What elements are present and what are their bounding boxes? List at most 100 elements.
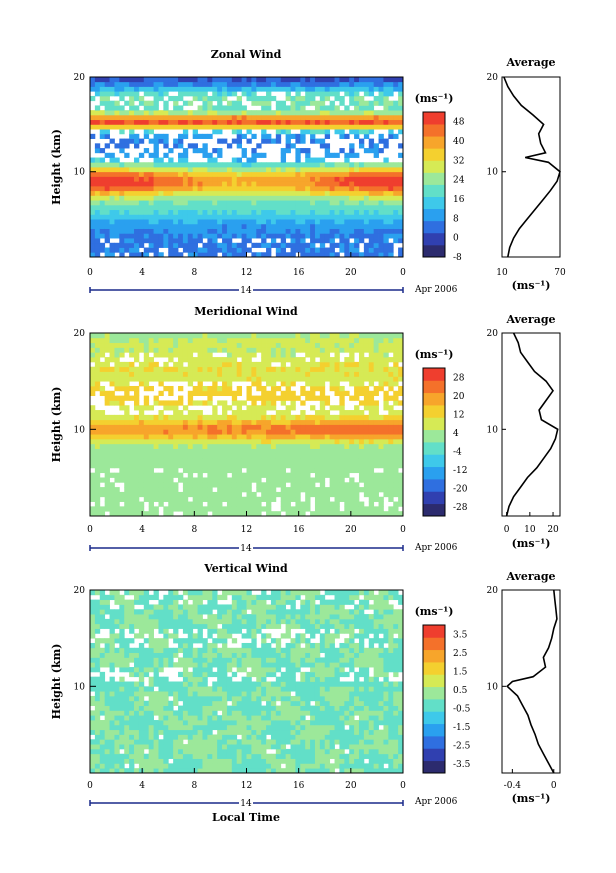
- heatmap-cell: [344, 119, 350, 125]
- heatmap-cell: [182, 157, 189, 163]
- heatmap-cell: [138, 167, 145, 173]
- heatmap-cell: [153, 748, 159, 755]
- heatmap-cell: [358, 228, 365, 234]
- heatmap-cell: [129, 705, 135, 711]
- heatmap-cell: [363, 395, 370, 401]
- heatmap-cell: [354, 171, 360, 177]
- heatmap-cell: [246, 119, 252, 125]
- heatmap-cell: [168, 710, 174, 716]
- heatmap-cell: [129, 219, 135, 225]
- heatmap-cell: [226, 162, 233, 168]
- heatmap-cell: [134, 110, 140, 116]
- heatmap-cell: [222, 371, 228, 377]
- heatmap-cell: [124, 700, 130, 706]
- heatmap-cell: [158, 642, 164, 649]
- heatmap-cell: [236, 410, 243, 416]
- heatmap-cell: [173, 223, 179, 229]
- heatmap-cell: [354, 467, 360, 474]
- profile-x-tick-label: 70: [554, 268, 566, 278]
- heatmap-cell: [99, 686, 106, 692]
- heatmap-cell: [300, 95, 306, 102]
- heatmap-cell: [363, 337, 370, 344]
- heatmap-cell: [178, 395, 184, 401]
- heatmap-cell: [124, 214, 130, 220]
- heatmap-cell: [388, 342, 394, 348]
- heatmap-cell: [158, 133, 164, 139]
- heatmap-cell: [163, 167, 169, 173]
- heatmap-cell: [378, 381, 384, 387]
- heatmap-cell: [94, 734, 101, 740]
- heatmap-cell: [368, 209, 375, 215]
- heatmap-cell: [178, 453, 184, 459]
- heatmap-cell: [358, 209, 365, 215]
- heatmap-cell: [187, 491, 194, 498]
- heatmap-cell: [246, 86, 252, 92]
- heatmap-cell: [256, 434, 262, 440]
- heatmap-cell: [163, 739, 169, 745]
- heatmap-cell: [173, 214, 179, 220]
- heatmap-cell: [305, 129, 311, 135]
- heatmap-cell: [138, 152, 145, 158]
- heatmap-cell: [393, 219, 399, 225]
- heatmap-cell: [163, 434, 169, 440]
- heatmap-cell: [134, 695, 140, 702]
- heatmap-cell: [182, 366, 189, 372]
- heatmap-cell: [319, 376, 326, 382]
- heatmap-cell: [231, 347, 238, 353]
- heatmap-cell: [373, 347, 379, 353]
- heatmap-cell: [114, 190, 120, 196]
- heatmap-cell: [94, 729, 101, 735]
- heatmap-cell: [393, 506, 399, 512]
- heatmap-cell: [187, 647, 194, 654]
- heatmap-cell: [393, 443, 399, 449]
- heatmap-cell: [109, 390, 115, 397]
- heatmap-cell: [192, 424, 198, 430]
- heatmap-cell: [285, 209, 291, 215]
- heatmap-cell: [358, 214, 365, 220]
- heatmap-cell: [222, 209, 228, 215]
- heatmap-cell: [349, 366, 355, 372]
- heatmap-cell: [280, 119, 287, 125]
- heatmap-cell: [358, 371, 365, 377]
- heatmap-cell: [124, 86, 130, 92]
- heatmap-cell: [334, 342, 340, 348]
- heatmap-cell: [305, 233, 311, 239]
- heatmap-cell: [324, 342, 331, 348]
- heatmap-cell: [202, 119, 208, 125]
- heatmap-cell: [134, 219, 140, 225]
- heatmap-cell: [153, 724, 159, 731]
- heatmap-cell: [153, 181, 159, 187]
- heatmap-cell: [217, 228, 223, 234]
- heatmap-cell: [261, 482, 267, 488]
- heatmap-cell: [383, 91, 389, 97]
- heatmap-cell: [378, 91, 384, 97]
- heatmap-cell: [197, 357, 203, 363]
- heatmap-cell: [124, 691, 130, 697]
- heatmap-cell: [114, 162, 120, 168]
- heatmap-cell: [358, 204, 365, 211]
- heatmap-cell: [212, 124, 218, 130]
- heatmap-cell: [94, 681, 101, 687]
- heatmap-cell: [305, 214, 311, 220]
- heatmap-cell: [246, 477, 252, 483]
- heatmap-cell: [114, 376, 120, 382]
- heatmap-cell: [383, 143, 389, 149]
- heatmap-cell: [363, 242, 370, 248]
- heatmap-cell: [398, 347, 404, 353]
- heatmap-cell: [114, 438, 120, 445]
- heatmap-cell: [246, 366, 252, 372]
- heatmap-cell: [153, 371, 159, 377]
- heatmap-cell: [275, 477, 282, 483]
- heatmap-cell: [134, 95, 140, 102]
- heatmap-cell: [124, 429, 130, 435]
- heatmap-cell: [231, 228, 238, 234]
- heatmap-cell: [94, 623, 101, 629]
- heatmap-cell: [114, 739, 120, 745]
- heatmap-cell: [270, 390, 277, 397]
- heatmap-cell: [398, 385, 404, 392]
- heatmap-cell: [354, 81, 360, 87]
- heatmap-cell: [109, 734, 115, 740]
- heatmap-cell: [344, 167, 350, 173]
- heatmap-cell: [280, 100, 287, 106]
- heatmap-cell: [192, 181, 198, 187]
